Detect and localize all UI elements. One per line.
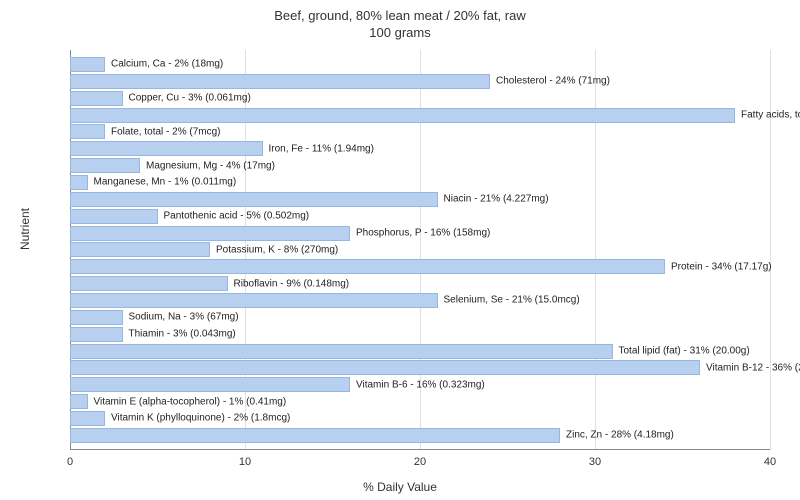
bar-row: Thiamin - 3% (0.043mg) — [70, 327, 770, 342]
bar-label: Protein - 34% (17.17g) — [665, 261, 772, 272]
bar-row: Phosphorus, P - 16% (158mg) — [70, 226, 770, 241]
bar-label: Iron, Fe - 11% (1.94mg) — [263, 143, 374, 154]
bar-label: Calcium, Ca - 2% (18mg) — [105, 59, 223, 70]
bar-label: Copper, Cu - 3% (0.061mg) — [123, 93, 251, 104]
bar-label: Cholesterol - 24% (71mg) — [490, 76, 610, 87]
bar — [70, 276, 228, 291]
bar-row: Selenium, Se - 21% (15.0mcg) — [70, 293, 770, 308]
bar-row: Copper, Cu - 3% (0.061mg) — [70, 91, 770, 106]
bar — [70, 141, 263, 156]
bar-row: Cholesterol - 24% (71mg) — [70, 74, 770, 89]
bar — [70, 91, 123, 106]
bar-row: Vitamin B-12 - 36% (2.14mcg) — [70, 360, 770, 375]
bar — [70, 124, 105, 139]
bar-row: Zinc, Zn - 28% (4.18mg) — [70, 428, 770, 443]
bar-row: Iron, Fe - 11% (1.94mg) — [70, 141, 770, 156]
x-tick-label: 30 — [589, 456, 601, 468]
x-tick-label: 10 — [239, 456, 251, 468]
bar-row: Manganese, Mn - 1% (0.011mg) — [70, 175, 770, 190]
bar — [70, 377, 350, 392]
bar-label: Vitamin B-6 - 16% (0.323mg) — [350, 379, 485, 390]
bar-row: Magnesium, Mg - 4% (17mg) — [70, 158, 770, 173]
bar-label: Niacin - 21% (4.227mg) — [438, 194, 549, 205]
bar — [70, 74, 490, 89]
bar-label: Magnesium, Mg - 4% (17mg) — [140, 160, 275, 171]
bar-row: Fatty acids, total saturated - 38% (7.67… — [70, 108, 770, 123]
bar-row: Total lipid (fat) - 31% (20.00g) — [70, 344, 770, 359]
x-tick-label: 20 — [414, 456, 426, 468]
bar-row: Vitamin K (phylloquinone) - 2% (1.8mcg) — [70, 411, 770, 426]
bar — [70, 411, 105, 426]
bar — [70, 108, 735, 123]
bar-row: Vitamin E (alpha-tocopherol) - 1% (0.41m… — [70, 394, 770, 409]
nutrient-chart: Beef, ground, 80% lean meat / 20% fat, r… — [0, 0, 800, 500]
bar-label: Riboflavin - 9% (0.148mg) — [228, 278, 350, 289]
bar-label: Selenium, Se - 21% (15.0mcg) — [438, 295, 580, 306]
bar — [70, 158, 140, 173]
bar — [70, 175, 88, 190]
bar-row: Calcium, Ca - 2% (18mg) — [70, 57, 770, 72]
bar-row: Protein - 34% (17.17g) — [70, 259, 770, 274]
title-line-2: 100 grams — [369, 25, 430, 40]
x-axis — [70, 449, 770, 450]
bar-label: Vitamin E (alpha-tocopherol) - 1% (0.41m… — [88, 396, 287, 407]
x-tick-label: 0 — [67, 456, 73, 468]
bar-label: Pantothenic acid - 5% (0.502mg) — [158, 211, 310, 222]
bar — [70, 327, 123, 342]
x-tick-label: 40 — [764, 456, 776, 468]
plot-area: 010203040 Calcium, Ca - 2% (18mg)Cholest… — [70, 50, 770, 450]
bar-label: Folate, total - 2% (7mcg) — [105, 126, 220, 137]
bar-row: Pantothenic acid - 5% (0.502mg) — [70, 209, 770, 224]
bar — [70, 57, 105, 72]
bar — [70, 293, 438, 308]
bar-label: Vitamin B-12 - 36% (2.14mcg) — [700, 362, 800, 373]
bar — [70, 428, 560, 443]
bar-label: Sodium, Na - 3% (67mg) — [123, 312, 239, 323]
bar — [70, 394, 88, 409]
bar — [70, 192, 438, 207]
bar-row: Sodium, Na - 3% (67mg) — [70, 310, 770, 325]
bar-label: Manganese, Mn - 1% (0.011mg) — [88, 177, 237, 188]
bar — [70, 209, 158, 224]
bar-label: Potassium, K - 8% (270mg) — [210, 244, 338, 255]
y-axis-label: Nutrient — [18, 208, 32, 250]
bar — [70, 259, 665, 274]
bar-label: Zinc, Zn - 28% (4.18mg) — [560, 430, 674, 441]
bar — [70, 242, 210, 257]
bars-container: Calcium, Ca - 2% (18mg) Cholesterol - 24%… — [70, 56, 770, 444]
bar-label: Total lipid (fat) - 31% (20.00g) — [613, 346, 750, 357]
bar-label: Thiamin - 3% (0.043mg) — [123, 329, 236, 340]
bar-row: Riboflavin - 9% (0.148mg) — [70, 276, 770, 291]
bar-row: Potassium, K - 8% (270mg) — [70, 242, 770, 257]
bar-label: Vitamin K (phylloquinone) - 2% (1.8mcg) — [105, 413, 290, 424]
bar-row: Vitamin B-6 - 16% (0.323mg) — [70, 377, 770, 392]
bar — [70, 344, 613, 359]
bar-label: Phosphorus, P - 16% (158mg) — [350, 228, 490, 239]
bar — [70, 360, 700, 375]
bar — [70, 226, 350, 241]
title-line-1: Beef, ground, 80% lean meat / 20% fat, r… — [274, 8, 525, 23]
bar — [70, 310, 123, 325]
bar-label: Fatty acids, total saturated - 38% (7.67… — [735, 110, 800, 121]
chart-title: Beef, ground, 80% lean meat / 20% fat, r… — [0, 0, 800, 42]
bar-row: Folate, total - 2% (7mcg) — [70, 124, 770, 139]
bar-row: Niacin - 21% (4.227mg) — [70, 192, 770, 207]
x-axis-label: % Daily Value — [363, 480, 437, 494]
